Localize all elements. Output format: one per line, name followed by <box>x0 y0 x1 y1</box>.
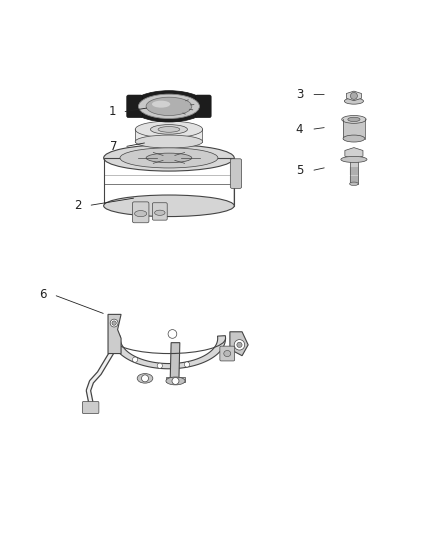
Ellipse shape <box>343 135 365 142</box>
FancyBboxPatch shape <box>82 401 99 414</box>
Polygon shape <box>104 158 105 206</box>
Ellipse shape <box>348 117 360 122</box>
Ellipse shape <box>146 153 192 163</box>
Ellipse shape <box>137 374 153 383</box>
Ellipse shape <box>138 94 199 118</box>
Circle shape <box>157 363 162 368</box>
Text: 2: 2 <box>74 199 81 212</box>
Ellipse shape <box>135 135 203 148</box>
Polygon shape <box>233 158 234 206</box>
Ellipse shape <box>131 91 207 122</box>
Bar <box>350 158 358 184</box>
Circle shape <box>172 377 179 384</box>
Polygon shape <box>170 343 180 377</box>
Ellipse shape <box>152 101 170 108</box>
Text: 7: 7 <box>110 140 117 154</box>
Ellipse shape <box>120 148 218 168</box>
Text: 6: 6 <box>39 288 46 301</box>
Circle shape <box>141 375 148 382</box>
Circle shape <box>110 319 118 327</box>
Polygon shape <box>345 148 363 159</box>
Polygon shape <box>108 314 121 353</box>
FancyBboxPatch shape <box>132 202 149 223</box>
Polygon shape <box>113 336 226 369</box>
FancyBboxPatch shape <box>230 159 242 188</box>
Circle shape <box>350 92 357 99</box>
Ellipse shape <box>341 156 367 163</box>
FancyBboxPatch shape <box>195 95 211 118</box>
Text: 3: 3 <box>296 88 303 101</box>
Polygon shape <box>230 332 248 356</box>
FancyBboxPatch shape <box>152 203 167 220</box>
Ellipse shape <box>146 97 192 116</box>
Ellipse shape <box>224 351 231 357</box>
Circle shape <box>112 321 116 325</box>
Circle shape <box>168 329 177 338</box>
Ellipse shape <box>158 126 180 132</box>
Ellipse shape <box>342 116 366 123</box>
FancyBboxPatch shape <box>127 95 142 118</box>
Ellipse shape <box>135 121 203 138</box>
Circle shape <box>132 357 138 362</box>
Ellipse shape <box>350 182 358 185</box>
Circle shape <box>234 340 245 350</box>
Ellipse shape <box>166 377 185 385</box>
Ellipse shape <box>134 211 147 217</box>
FancyBboxPatch shape <box>220 346 235 361</box>
Circle shape <box>184 362 190 367</box>
Polygon shape <box>166 377 185 382</box>
Polygon shape <box>343 119 365 139</box>
Ellipse shape <box>150 125 187 134</box>
Ellipse shape <box>155 210 165 215</box>
Circle shape <box>237 342 242 348</box>
Text: 4: 4 <box>296 123 303 136</box>
Ellipse shape <box>104 195 234 216</box>
Text: 1: 1 <box>109 106 116 118</box>
Ellipse shape <box>344 98 364 104</box>
Polygon shape <box>135 130 202 142</box>
Polygon shape <box>346 91 361 101</box>
Text: 5: 5 <box>296 164 303 177</box>
Ellipse shape <box>104 145 234 171</box>
